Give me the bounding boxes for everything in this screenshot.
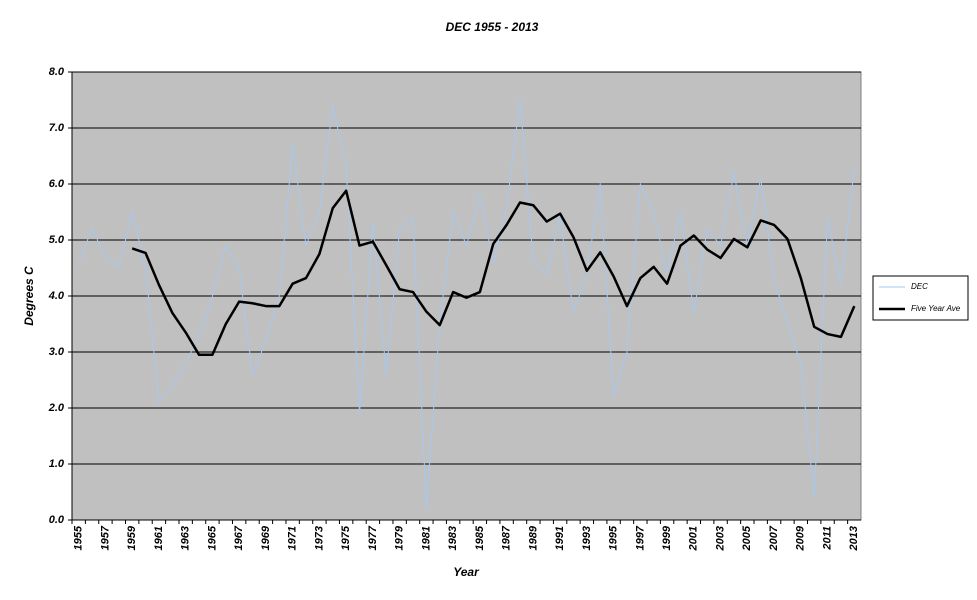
x-tick-label: 1965 [206,525,218,550]
x-tick-label: 1973 [313,526,325,550]
x-tick-label: 2011 [821,526,833,551]
x-tick-label: 2013 [848,526,860,551]
x-tick-label: 1961 [153,526,165,550]
x-tick-label: 1989 [527,525,539,550]
x-axis-label: Year [453,565,480,579]
x-tick-label: 1979 [394,525,406,550]
x-tick-label: 2003 [714,526,726,551]
x-tick-label: 1971 [287,526,299,550]
legend-label: DEC [911,282,928,291]
y-tick-label: 4.0 [48,290,65,302]
x-tick-label: 1969 [260,525,272,550]
y-tick-label: 6.0 [49,178,65,190]
x-tick-label: 1999 [661,525,673,550]
x-tick-label: 1975 [340,525,352,550]
chart-title: DEC 1955 - 2013 [446,20,539,34]
series-line [78,99,855,510]
x-tick-label: 1967 [233,525,245,550]
x-tick-label: 1983 [447,526,459,550]
x-tick-label: 2005 [741,525,753,551]
y-tick-label: 1.0 [49,458,65,470]
series-line [131,189,856,357]
x-tick-label: 1995 [608,525,620,550]
x-tick-label: 1963 [180,526,192,550]
y-tick-label: 7.0 [49,122,65,134]
y-tick-label: 3.0 [49,346,65,358]
y-tick-label: 8.0 [49,66,65,78]
x-tick-label: 1991 [554,526,566,550]
x-tick-label: 1987 [501,525,513,550]
x-tick-label: 1957 [99,525,111,550]
x-tick-label: 1985 [474,525,486,550]
y-tick-label: 2.0 [48,402,65,414]
x-tick-label: 2007 [768,525,780,551]
x-tick-label: 1959 [126,525,138,550]
legend-label: Five Year Ave [911,304,961,313]
x-tick-label: 1981 [420,526,432,550]
x-tick-label: 1977 [367,525,379,550]
x-tick-label: 1997 [634,525,646,550]
y-tick-label: 0.0 [49,514,65,526]
x-tick-label: 1993 [581,526,593,550]
x-tick-label: 2009 [795,525,807,551]
legend-box [872,275,969,321]
y-axis-label: Degrees C [22,266,36,326]
y-tick-label: 5.0 [49,234,65,246]
x-tick-label: 1955 [73,525,85,550]
x-tick-label: 2001 [688,526,700,551]
